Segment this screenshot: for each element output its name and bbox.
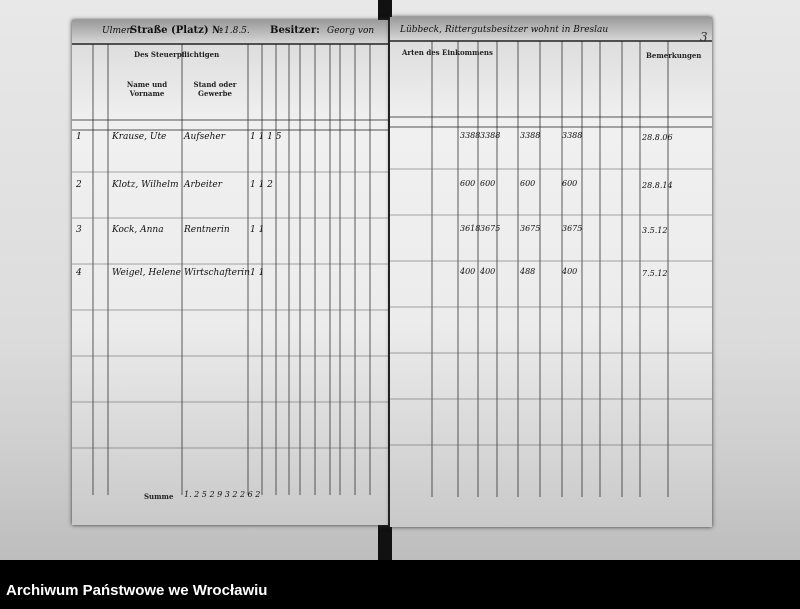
- owner-continued: Lübbeck, Rittergutsbesitzer wohnt in Bre…: [400, 25, 609, 35]
- income-group-header: Arten des Einkommens: [402, 48, 493, 57]
- income-amount: 488: [520, 267, 536, 276]
- taxpayer-name: Klotz, Wilhelm: [112, 180, 179, 190]
- household-counts: 1 1: [250, 268, 265, 278]
- totals-row: 1. 2 5 2 9 3 2 2 6 2: [184, 490, 261, 499]
- street-value: Ulmen: [102, 26, 133, 36]
- household-counts: 1 1 1 5: [250, 132, 282, 142]
- taxpayer-group-header: Des Steuerpflichtigen: [134, 50, 220, 59]
- row-number: 2: [76, 180, 82, 190]
- remark-date: 7.5.12: [642, 269, 668, 278]
- remark-date: 28.8.06: [642, 133, 673, 142]
- income-amount: 3388: [520, 131, 541, 140]
- income-amount: 3388: [480, 131, 501, 140]
- remarks-header: Bemerkungen: [646, 51, 702, 60]
- right-page-top-shadow: [390, 17, 712, 41]
- owner-value: Georg von: [327, 26, 375, 36]
- income-amount: 3675: [562, 224, 583, 233]
- right-page: Lübbeck, Rittergutsbesitzer wohnt in Bre…: [390, 17, 712, 527]
- left-page-grid: [72, 43, 388, 495]
- income-amount: 3618: [460, 224, 481, 233]
- taxpayer-occupation: Rentnerin: [184, 225, 230, 235]
- household-counts: 1 1: [250, 225, 265, 235]
- income-amount: 400: [460, 267, 476, 276]
- taxpayer-name: Krause, Ute: [112, 132, 167, 142]
- street-number: 1.8.5.: [224, 26, 250, 36]
- income-amount: 400: [480, 267, 496, 276]
- row-number: 3: [76, 225, 82, 235]
- income-amount: 3675: [480, 224, 501, 233]
- income-amount: 600: [562, 179, 578, 188]
- page-number: 3: [700, 30, 708, 44]
- row-number: 1: [76, 132, 82, 142]
- left-page-top-shadow: [72, 20, 388, 44]
- income-amount: 600: [460, 179, 476, 188]
- income-amount: 600: [520, 179, 536, 188]
- occupation-header: Stand oder Gewerbe: [193, 80, 237, 98]
- income-amount: 3675: [520, 224, 541, 233]
- totals-label: Summe: [144, 492, 174, 501]
- owner-label: Besitzer:: [270, 25, 320, 36]
- remark-date: 3.5.12: [642, 226, 668, 235]
- remark-date: 28.8.14: [642, 181, 673, 190]
- street-label: Straße (Platz) №: [130, 25, 223, 36]
- taxpayer-name: Weigel, Helene: [112, 268, 181, 278]
- right-page-grid: [390, 40, 712, 497]
- name-header: Name und Vorname: [126, 80, 168, 98]
- left-page: Ulmen Straße (Platz) № 1.8.5. Besitzer: …: [72, 20, 388, 525]
- archive-caption: Archiwum Państwowe we Wrocławiu: [6, 582, 268, 599]
- household-counts: 1 1 2: [250, 180, 273, 190]
- income-amount: 3388: [460, 131, 481, 140]
- income-amount: 400: [562, 267, 578, 276]
- income-amount: 3388: [562, 131, 583, 140]
- taxpayer-occupation: Aufseher: [184, 132, 225, 142]
- income-amount: 600: [480, 179, 496, 188]
- row-number: 4: [76, 268, 82, 278]
- taxpayer-occupation: Wirtschafterin: [184, 268, 250, 278]
- taxpayer-occupation: Arbeiter: [184, 180, 223, 190]
- taxpayer-name: Kock, Anna: [112, 225, 164, 235]
